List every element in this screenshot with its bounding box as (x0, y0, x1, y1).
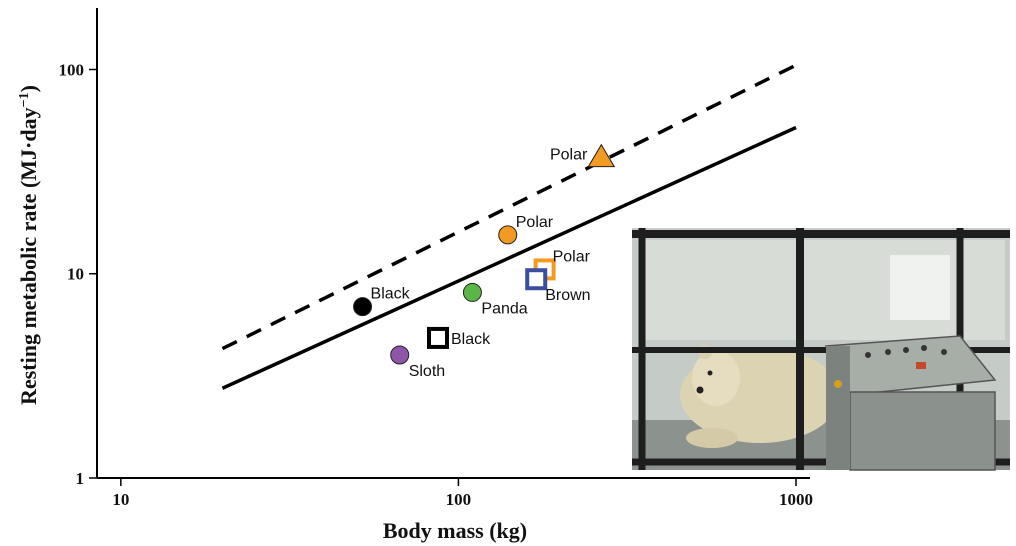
point-label: Brown (545, 287, 590, 304)
point-square (525, 268, 548, 291)
point-circle (353, 297, 373, 317)
x-axis-title: Body mass (kg) (383, 518, 527, 543)
inset-photo-back-wall (640, 240, 1005, 340)
y-tick-label: 1 (76, 469, 85, 488)
point-label: Black (451, 331, 491, 348)
bear-paw (686, 428, 738, 448)
bear-head (692, 350, 740, 406)
y-ticks: 1 10 100 (59, 60, 97, 488)
point-triangle (587, 143, 616, 168)
bear-eye (707, 370, 713, 376)
console-knob (834, 380, 842, 388)
y-axis-title-main: Resting metabolic rate (MJ·day (16, 107, 41, 405)
point-label: Panda (481, 300, 527, 317)
point-label: Polar (516, 214, 554, 231)
bear-nose (696, 386, 704, 394)
point-label: Black (371, 286, 411, 303)
x-ticks: 10 100 1000 (112, 478, 813, 509)
point-square (427, 326, 450, 349)
inset-photo-window (890, 255, 950, 320)
y-tick-label: 100 (59, 60, 85, 79)
x-tick-label: 100 (446, 490, 472, 509)
point-circle (390, 345, 410, 365)
console-button (885, 349, 891, 355)
y-axis-title-sup: −1 (17, 92, 32, 107)
x-tick-label: 1000 (779, 490, 813, 509)
y-tick-label: 10 (67, 265, 84, 284)
console-button (941, 349, 947, 355)
point-circle (462, 282, 482, 302)
data-points: Black Sloth Black Panda Polar Polar Brown Polar (353, 143, 616, 380)
point-circle (498, 225, 518, 245)
y-axis-title: Resting metabolic rate (MJ·day−1) (16, 85, 41, 405)
point-label: Polar (550, 147, 588, 164)
x-tick-label: 10 (112, 490, 129, 509)
fit-lines (221, 63, 797, 390)
console-knob (916, 362, 926, 369)
solid-fit-line (221, 125, 797, 390)
console-side (826, 346, 850, 470)
y-axis-title-close: ) (16, 85, 41, 92)
point-label: Sloth (409, 363, 445, 380)
inset-photo (632, 228, 1010, 471)
console-button (921, 345, 927, 351)
console-button (865, 352, 871, 358)
point-label: Polar (553, 248, 591, 265)
control-console (824, 335, 997, 471)
console-body (849, 391, 996, 471)
console-button (903, 347, 909, 353)
